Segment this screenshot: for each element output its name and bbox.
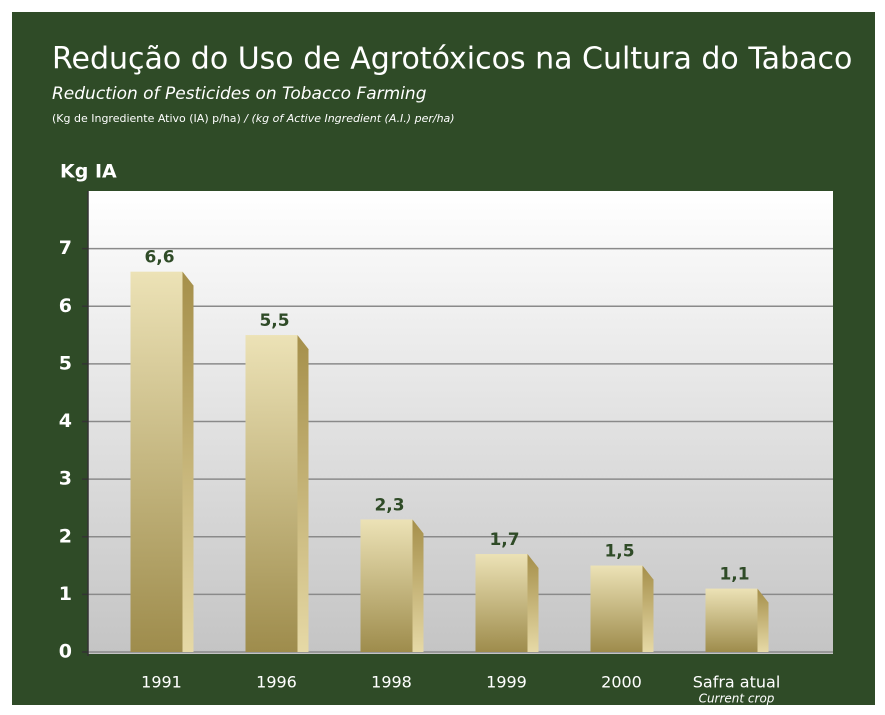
bar-side [642, 565, 654, 652]
value-label: 1,5 [604, 542, 634, 562]
y-tick-label: 3 [59, 468, 72, 490]
value-label: 6,6 [144, 248, 174, 268]
bar-side [412, 519, 424, 652]
bar [130, 271, 183, 652]
chart-title: Redução do Uso de Agrotóxicos na Cultura… [52, 42, 852, 77]
y-tick-label: 5 [59, 352, 72, 374]
y-tick-label: 6 [59, 295, 72, 317]
y-tick-label: 2 [59, 525, 72, 547]
y-axis-label: Kg IA [60, 161, 117, 183]
plot-area [88, 191, 833, 654]
bar [705, 588, 758, 652]
bar-side [527, 554, 539, 652]
y-tick-label: 0 [59, 641, 72, 663]
chart-subtitle: Reduction of Pesticides on Tobacco Farmi… [52, 84, 427, 104]
value-label: 1,7 [489, 530, 519, 550]
y-tick-label: 4 [59, 410, 72, 432]
y-tick-label: 7 [59, 237, 72, 259]
x-tick-label: 2000 [601, 673, 642, 692]
bar-side [757, 588, 769, 652]
x-tick-label: 1999 [486, 673, 527, 692]
x-tick-label: 1996 [256, 673, 297, 692]
x-tick-label: 1998 [371, 673, 412, 692]
x-tick-note: Current crop [699, 692, 775, 706]
bar [475, 554, 528, 652]
x-tick-label: 1991 [141, 673, 182, 692]
value-label: 1,1 [719, 565, 749, 585]
bar [590, 565, 643, 652]
y-tick-label: 1 [59, 583, 72, 605]
unit-note-pt: (Kg de Ingrediente Ativo (IA) p/ha) [52, 112, 241, 125]
x-tick-label: Safra atual [693, 673, 781, 692]
bar-side [182, 271, 194, 652]
value-label: 5,5 [259, 311, 289, 331]
unit-note-en: / (kg of Active Ingredient (A.I.) per/ha… [241, 112, 455, 125]
value-label: 2,3 [374, 495, 404, 515]
bar-side [297, 335, 309, 652]
unit-note: (Kg de Ingrediente Ativo (IA) p/ha) / (k… [52, 112, 455, 125]
bar [360, 519, 413, 652]
bar [245, 335, 298, 652]
